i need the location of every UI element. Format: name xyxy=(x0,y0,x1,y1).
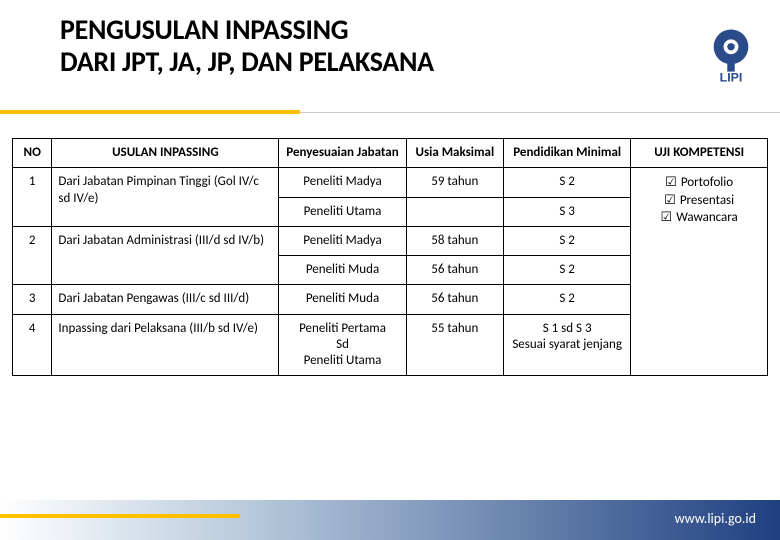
cell-pend: S 2 xyxy=(503,226,630,255)
inpassing-table: NO USULAN INPASSING Penyesuaian Jabatan … xyxy=(12,138,768,376)
cell-jabatan: Peneliti Madya xyxy=(279,226,406,255)
cell-no: 1 xyxy=(13,168,52,227)
slide-footer: www.lipi.go.id xyxy=(0,500,780,540)
col-jabatan: Penyesuaian Jabatan xyxy=(279,139,406,168)
cell-no: 3 xyxy=(13,285,52,314)
cell-usulan: Dari Jabatan Pimpinan Tinggi (Gol IV/c s… xyxy=(52,168,279,227)
slide-title: PENGUSULAN INPASSING DARI JPT, JA, JP, D… xyxy=(60,14,780,78)
cell-uji-kompetensi: ☑Portofolio ☑Presentasi ☑Wawancara xyxy=(631,168,768,376)
cell-jabatan: Peneliti Muda xyxy=(279,256,406,285)
cell-usia: 58 tahun xyxy=(406,226,503,255)
title-line-2: DARI JPT, JA, JP, DAN PELAKSANA xyxy=(60,44,434,79)
cell-pend: S 2 xyxy=(503,168,630,197)
col-usia: Usia Maksimal xyxy=(406,139,503,168)
footer-gradient xyxy=(0,500,780,540)
lipi-logo: LIPI xyxy=(700,22,762,84)
cell-pend: S 1 sd S 3 Sesuai syarat jenjang xyxy=(503,314,630,376)
cell-no: 4 xyxy=(13,314,52,376)
checkbox-icon: ☑ xyxy=(665,174,677,189)
cell-usia xyxy=(406,197,503,226)
col-uji: UJI KOMPETENSI xyxy=(631,139,768,168)
cell-pend: S 3 xyxy=(503,197,630,226)
col-usulan: USULAN INPASSING xyxy=(52,139,279,168)
svg-text:LIPI: LIPI xyxy=(720,71,743,84)
uji-item: ☑Portofolio xyxy=(637,174,761,191)
cell-usia: 56 tahun xyxy=(406,285,503,314)
cell-usia: 59 tahun xyxy=(406,168,503,197)
footer-accent xyxy=(0,514,240,518)
checkbox-icon: ☑ xyxy=(664,192,676,207)
cell-jabatan: Peneliti Pertama Sd Peneliti Utama xyxy=(279,314,406,376)
cell-usia: 55 tahun xyxy=(406,314,503,376)
uji-item: ☑Presentasi xyxy=(637,192,761,209)
cell-jabatan: Peneliti Madya xyxy=(279,168,406,197)
cell-usulan: Dari Jabatan Administrasi (III/d sd IV/b… xyxy=(52,226,279,285)
cell-pend: S 2 xyxy=(503,285,630,314)
slide-header: PENGUSULAN INPASSING DARI JPT, JA, JP, D… xyxy=(0,0,780,120)
col-no: NO xyxy=(13,139,52,168)
cell-no: 2 xyxy=(13,226,52,285)
cell-usulan: Inpassing dari Pelaksana (III/b sd IV/e) xyxy=(52,314,279,376)
table-row: 1 Dari Jabatan Pimpinan Tinggi (Gol IV/c… xyxy=(13,168,768,197)
table-header-row: NO USULAN INPASSING Penyesuaian Jabatan … xyxy=(13,139,768,168)
cell-jabatan: Peneliti Muda xyxy=(279,285,406,314)
footer-url: www.lipi.go.id xyxy=(675,510,756,527)
cell-jabatan: Peneliti Utama xyxy=(279,197,406,226)
cell-usulan: Dari Jabatan Pengawas (III/c sd III/d) xyxy=(52,285,279,314)
title-line-1: PENGUSULAN INPASSING xyxy=(60,12,348,47)
checkbox-icon: ☑ xyxy=(661,209,673,224)
cell-pend: S 2 xyxy=(503,256,630,285)
col-pend: Pendidikan Minimal xyxy=(503,139,630,168)
accent-bar xyxy=(0,104,780,120)
cell-usia: 56 tahun xyxy=(406,256,503,285)
uji-item: ☑Wawancara xyxy=(637,209,761,226)
